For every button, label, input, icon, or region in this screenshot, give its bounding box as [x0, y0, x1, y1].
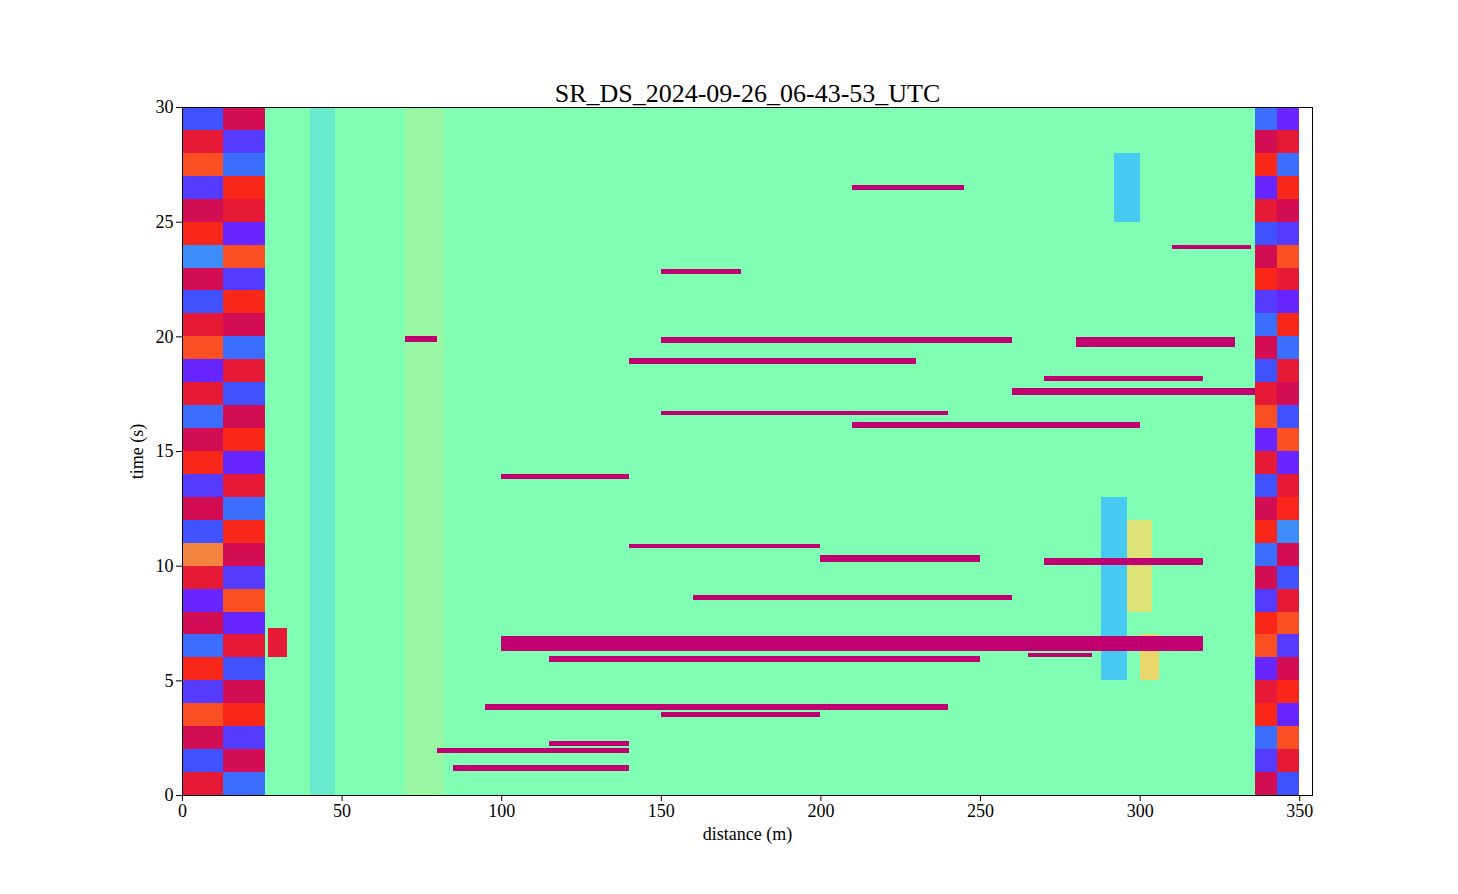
svg-text:5: 5	[165, 671, 174, 691]
svg-text:250: 250	[967, 801, 994, 821]
svg-text:0: 0	[178, 801, 187, 821]
svg-text:0: 0	[165, 785, 174, 805]
svg-text:200: 200	[807, 801, 834, 821]
svg-text:time (s): time (s)	[127, 424, 148, 480]
svg-text:30: 30	[156, 97, 174, 117]
svg-text:350: 350	[1286, 801, 1313, 821]
svg-text:SR_DS_2024-09-26_06-43-53_UTC: SR_DS_2024-09-26_06-43-53_UTC	[555, 79, 941, 108]
svg-text:25: 25	[156, 212, 174, 232]
svg-text:distance (m): distance (m)	[703, 824, 792, 845]
svg-text:50: 50	[333, 801, 351, 821]
svg-text:100: 100	[488, 801, 515, 821]
svg-text:150: 150	[648, 801, 675, 821]
svg-text:10: 10	[156, 556, 174, 576]
svg-text:20: 20	[156, 327, 174, 347]
svg-text:15: 15	[156, 441, 174, 461]
svg-text:300: 300	[1127, 801, 1154, 821]
